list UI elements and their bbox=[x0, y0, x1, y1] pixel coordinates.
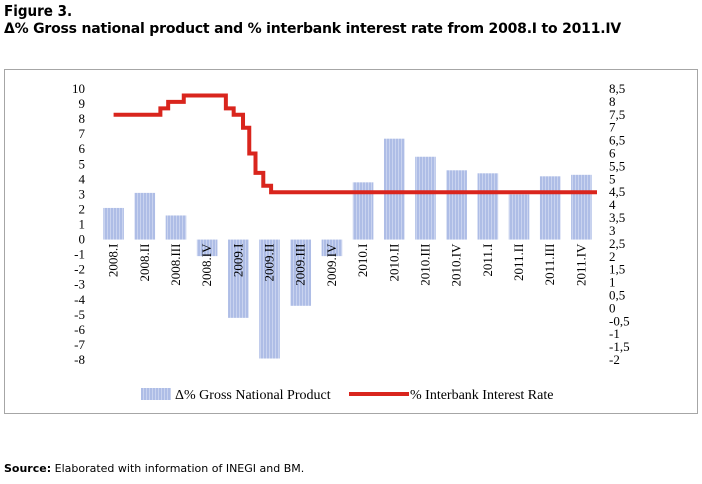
category-label: 2008.II bbox=[137, 244, 152, 282]
category-label: 2011.III bbox=[542, 244, 557, 286]
category-label: 2008.I bbox=[106, 244, 121, 278]
source-text: Elaborated with information of INEGI and… bbox=[54, 462, 305, 475]
gnp-bar bbox=[352, 182, 374, 240]
left-tick-label: -3 bbox=[74, 277, 85, 292]
gnp-bar bbox=[477, 173, 499, 240]
right-tick-label: 0,5 bbox=[609, 287, 625, 302]
right-tick-label: -0,5 bbox=[609, 313, 630, 328]
interest-rate-polyline bbox=[113, 93, 597, 195]
gnp-bar bbox=[228, 239, 249, 318]
right-tick-label: 8,5 bbox=[609, 81, 625, 96]
category-label: 2011.II bbox=[511, 244, 526, 281]
right-tick-label: -1 bbox=[609, 326, 620, 341]
gnp-bar bbox=[571, 174, 592, 240]
category-label: 2009.IV bbox=[324, 243, 339, 287]
source-label: Source: bbox=[4, 462, 52, 475]
category-label: 2008.IV bbox=[199, 243, 214, 287]
left-tick-label: 6 bbox=[79, 141, 86, 156]
category-labels: 2008.I 2008.II 2008.III 2008.IV 2009.I 2009.I… bbox=[106, 243, 589, 287]
right-tick-label: 5,5 bbox=[609, 158, 625, 173]
left-tick-label: -6 bbox=[74, 322, 85, 337]
left-tick-label: 1 bbox=[79, 217, 86, 232]
gnp-bar bbox=[134, 192, 156, 240]
gnp-bar bbox=[383, 138, 405, 240]
right-tick-label: 3 bbox=[609, 223, 616, 238]
category-label: 2010.IV bbox=[449, 243, 464, 287]
right-tick-label: 1,5 bbox=[609, 262, 625, 277]
right-tick-label: 1 bbox=[609, 275, 616, 290]
category-label: 2010.I bbox=[355, 244, 370, 278]
gnp-bar bbox=[508, 194, 530, 240]
right-tick-label: 8 bbox=[609, 94, 616, 109]
gnp-bar bbox=[539, 176, 561, 240]
right-tick-label: 2 bbox=[609, 249, 616, 264]
legend-rate-label: % Interbank Interest Rate bbox=[410, 388, 553, 403]
right-tick-label: 6 bbox=[609, 146, 616, 161]
left-tick-label: 2 bbox=[79, 201, 86, 216]
left-tick-label: 4 bbox=[79, 171, 86, 186]
category-label: 2009.II bbox=[262, 244, 277, 282]
gnp-bar bbox=[196, 239, 218, 257]
right-tick-label: 3,5 bbox=[609, 210, 625, 225]
left-tick-label: 10 bbox=[72, 81, 85, 96]
interest-rate-line bbox=[113, 93, 597, 195]
category-label: 2010.II bbox=[386, 244, 401, 282]
left-tick-label: -2 bbox=[74, 262, 85, 277]
left-tick-label: -5 bbox=[74, 307, 85, 322]
left-tick-label: 9 bbox=[79, 96, 86, 111]
gnp-bar bbox=[165, 215, 187, 240]
left-tick-label: 8 bbox=[79, 111, 86, 126]
legend: Δ% Gross National Product % Interbank Int… bbox=[141, 388, 553, 403]
category-label: 2008.III bbox=[168, 244, 183, 286]
right-tick-label: 7 bbox=[609, 120, 616, 135]
source-note: Source: Elaborated with information of I… bbox=[4, 462, 304, 475]
gnp-bar bbox=[321, 239, 343, 257]
category-label: 2011.I bbox=[480, 244, 495, 277]
left-tick-label: 0 bbox=[79, 232, 86, 247]
right-tick-label: 5 bbox=[609, 171, 616, 186]
chart-frame: -8 -7 -6 -5 -4 -3 -2 -1 0 1 2 3 4 5 6 7 8 9 10 -2 -1,5 -1 -0,… bbox=[4, 69, 698, 414]
category-label: 2009.I bbox=[230, 244, 245, 278]
legend-bar-swatch bbox=[141, 388, 171, 400]
left-tick-label: 7 bbox=[79, 126, 86, 141]
right-tick-label: 2,5 bbox=[609, 236, 625, 251]
right-tick-label: -1,5 bbox=[609, 339, 630, 354]
gnp-bars bbox=[103, 138, 592, 359]
left-tick-label: -7 bbox=[74, 337, 85, 352]
figure-label: Figure 3. bbox=[4, 2, 73, 20]
figure-title: Δ% Gross national product and % interban… bbox=[4, 21, 622, 37]
right-tick-label: 4,5 bbox=[609, 184, 625, 199]
left-tick-label: -8 bbox=[74, 352, 85, 367]
gnp-bar bbox=[290, 239, 312, 306]
right-tick-label: 0 bbox=[609, 300, 616, 315]
left-tick-label: 3 bbox=[79, 186, 86, 201]
gnp-bar bbox=[415, 156, 436, 240]
right-tick-label: 7,5 bbox=[609, 107, 625, 122]
right-axis-ticks: -2-1,5-1-0,500,511,522,533,544,555,566,5… bbox=[609, 81, 630, 367]
category-label: 2011.IV bbox=[573, 243, 588, 286]
right-tick-label: 4 bbox=[609, 197, 616, 212]
gnp-bar bbox=[259, 239, 280, 359]
gnp-bar bbox=[446, 170, 467, 240]
category-label: 2010.III bbox=[417, 244, 432, 286]
category-label: 2009.III bbox=[293, 244, 308, 286]
left-tick-label: -1 bbox=[74, 247, 85, 262]
right-tick-label: 6,5 bbox=[609, 133, 625, 148]
left-tick-label: 5 bbox=[79, 156, 86, 171]
right-tick-label: -2 bbox=[609, 352, 620, 367]
gnp-bar bbox=[103, 207, 124, 240]
left-tick-label: -4 bbox=[74, 292, 85, 307]
legend-gnp-label: Δ% Gross National Product bbox=[175, 388, 331, 403]
